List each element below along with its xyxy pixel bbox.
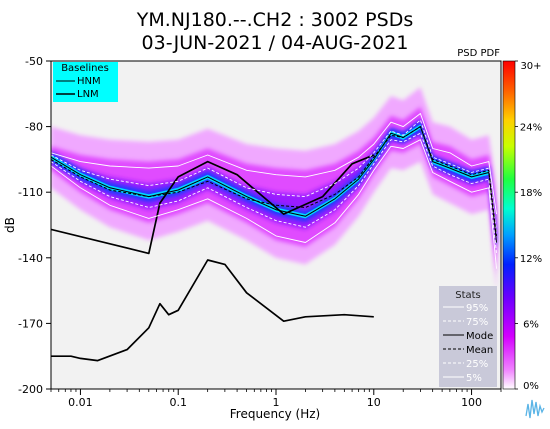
y-tick-label: -170 xyxy=(18,317,43,330)
series-line-hnm xyxy=(51,154,375,255)
y-tick-label: -200 xyxy=(18,383,43,396)
stats-legend-75: 75% xyxy=(466,317,488,328)
series-line-5pct xyxy=(51,139,497,269)
x-tick-label: 10 xyxy=(367,396,381,409)
stats-legend-5: 5% xyxy=(466,373,482,384)
baselines-legend-hnm: HNM xyxy=(77,76,101,87)
colorbar-labels: 30+ 24% 18% 12% 6% 0% xyxy=(515,60,542,392)
baselines-legend: Baselines HNM LNM xyxy=(53,62,118,102)
stats-legend: Stats 95% 75% Mode Mean 25% 5% xyxy=(439,286,497,387)
series-line-mean xyxy=(51,126,497,236)
series-line-95pct xyxy=(51,113,497,215)
colorbar-label: 0% xyxy=(523,381,539,392)
stats-legend-25: 25% xyxy=(466,359,488,370)
series-line-75pct xyxy=(51,119,497,232)
x-axis-label: Frequency (Hz) xyxy=(230,407,321,421)
colorbar-label: 30+ xyxy=(520,61,541,72)
colorbar-label: 18% xyxy=(520,188,542,199)
stats-legend-mean: Mean xyxy=(466,345,493,356)
baselines-legend-box xyxy=(53,62,118,102)
axes-layer: -200 -170 -140 -110 -80 -50 0.01 0.1 1 10 100 xyxy=(18,55,502,409)
stats-legend-title: Stats xyxy=(455,290,481,301)
colorbar-label: 12% xyxy=(520,254,542,265)
app-logo xyxy=(523,398,547,422)
baselines-legend-lnm: LNM xyxy=(77,89,99,100)
stats-legend-95: 95% xyxy=(466,303,488,314)
y-tick-label: -50 xyxy=(25,55,43,68)
y-tick-label: -80 xyxy=(25,121,43,134)
y-tick-label: -110 xyxy=(18,186,43,199)
x-tick-label: 0.01 xyxy=(68,396,93,409)
colorbar-title: PSD PDF xyxy=(457,48,500,59)
chart-title-line2: 03-JUN-2021 / 04-AUG-2021 xyxy=(142,32,409,54)
chart-title-line1: YM.NJ180.--.CH2 : 3002 PSDs xyxy=(136,9,413,31)
baselines-legend-title: Baselines xyxy=(61,63,109,74)
series-line-lnm xyxy=(51,259,374,362)
lines-layer xyxy=(51,113,497,362)
x-tick-label: 1 xyxy=(273,396,280,409)
colorbar-label: 24% xyxy=(520,123,542,134)
pdf-band-mid xyxy=(51,117,497,256)
x-tick-label: 100 xyxy=(461,396,482,409)
x-tick-label: 0.1 xyxy=(169,396,187,409)
stats-legend-box xyxy=(439,286,497,387)
stats-legend-mode: Mode xyxy=(466,331,493,342)
y-tick-label: -140 xyxy=(18,252,43,265)
colorbar xyxy=(502,60,516,390)
y-axis-label: dB xyxy=(3,217,17,233)
colorbar-label: 6% xyxy=(523,319,539,330)
